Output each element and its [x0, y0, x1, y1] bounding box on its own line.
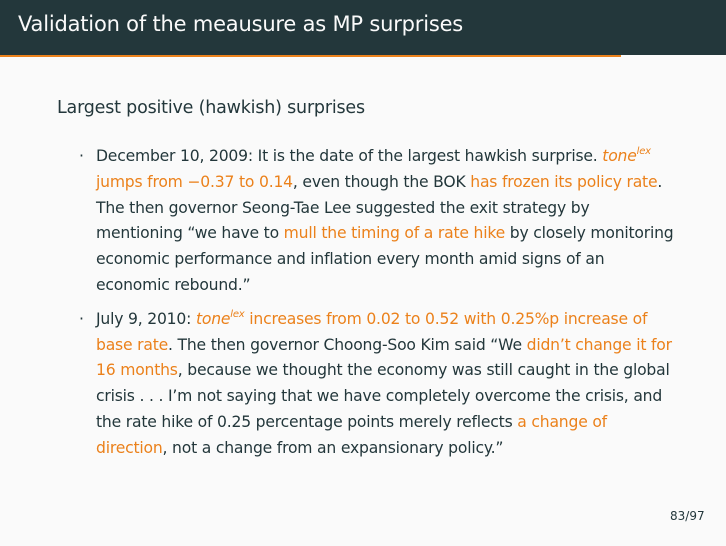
bullet-list: · December 10, 2009: It is the date of t… — [79, 144, 679, 462]
item-text: by closely monitoring economic performan… — [96, 224, 674, 294]
frame-title-bar: Validation of the meausure as MP surpris… — [0, 0, 726, 55]
highlight-text: has frozen its policy rate — [470, 172, 658, 191]
bullet-icon: · — [79, 147, 84, 165]
lex-superscript: lex — [230, 308, 245, 320]
item-text: , because we thought the economy was sti… — [96, 361, 670, 431]
section-heading: Largest positive (hawkish) surprises — [57, 98, 365, 118]
progress-bar — [0, 55, 621, 57]
page-number: 83/97 — [670, 509, 705, 523]
highlight-text: increases from 0.02 to 0.52 with 0.25%p … — [96, 309, 648, 354]
highlight-text: didn’t change it for 16 months — [96, 335, 672, 380]
lex-superscript: lex — [636, 146, 651, 157]
item-text: , even though the BOK — [292, 172, 471, 191]
list-item: · July 9, 2010: tonelex increases from 0… — [79, 307, 679, 462]
list-item: · December 10, 2009: It is the date of t… — [79, 144, 679, 299]
slide-title: Validation of the meausure as MP surpris… — [18, 12, 464, 36]
item-text: . The then governor Seong-Tae Lee sugges… — [96, 172, 663, 243]
highlight-text: mull the timing of a rate hike — [283, 224, 506, 243]
tone-term: tone — [195, 309, 231, 328]
item-text: , not a change from an expansionary poli… — [162, 438, 504, 457]
tone-term: tone — [602, 147, 637, 165]
bullet-icon: · — [79, 309, 84, 328]
item-text: December 10, 2009: It is the date of the… — [96, 147, 603, 165]
item-text: . The then governor Choong-Soo Kim said … — [168, 335, 527, 354]
item-text: July 9, 2010: — [96, 309, 196, 328]
highlight-text: jumps from −0.37 to 0.14 — [96, 172, 293, 191]
highlight-text: a change of direction — [96, 412, 607, 457]
